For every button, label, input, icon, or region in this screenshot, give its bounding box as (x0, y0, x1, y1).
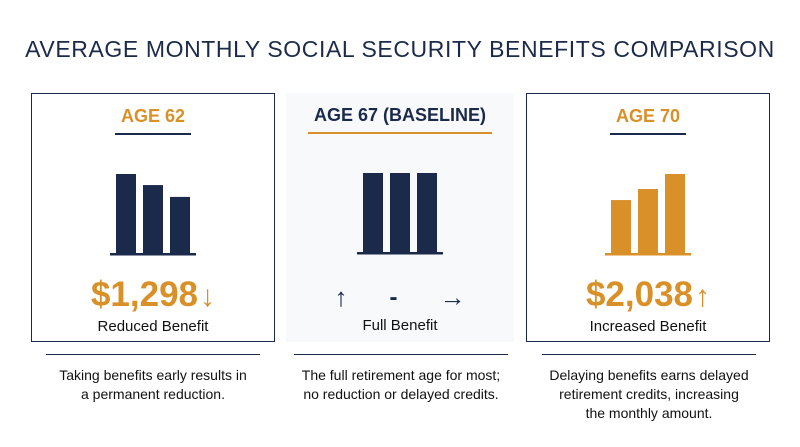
bar-2 (143, 185, 163, 253)
bar-1 (116, 174, 136, 253)
bar-group-age-70 (603, 174, 693, 264)
description-age-70: Delaying benefits earns delayed retireme… (540, 366, 758, 423)
description-line: the monthly amount. (585, 405, 713, 421)
arrow-down-icon: ↓ (200, 280, 216, 313)
bars-svg (110, 174, 196, 256)
bar-3 (417, 173, 437, 252)
page-title: AVERAGE MONTHLY SOCIAL SECURITY BENEFITS… (25, 36, 775, 62)
bar-3 (665, 174, 685, 253)
bar-group-age-62 (108, 174, 198, 264)
description-line: no reduction or delayed credits. (303, 386, 499, 402)
description-line: The full retirement age for most; (301, 367, 501, 383)
bar-2 (390, 173, 410, 252)
bar-baseline (110, 253, 196, 256)
panel-heading: AGE 67 (BASELINE) (307, 105, 493, 134)
benefit-amount: $2,038↑ (527, 275, 769, 315)
divider (542, 354, 756, 355)
description-line: a permanent reduction. (81, 386, 225, 402)
bar-3 (170, 196, 190, 253)
benefit-amount: $1,298↓ (32, 275, 274, 315)
bar-1 (611, 200, 631, 253)
benefit-label: Reduced Benefit (97, 318, 209, 335)
description-line: Delaying benefits earns delayed (549, 367, 749, 383)
arrow-right-icon: → (439, 282, 466, 312)
arrow-up-icon: ↑ (695, 280, 711, 313)
bars-svg (357, 173, 443, 255)
description-age-67: The full retirement age for most; no red… (290, 366, 512, 404)
panel-heading: AGE 70 (609, 106, 687, 135)
description-line: retirement credits, increasing (559, 386, 739, 402)
arrow-up-icon: ↑ (334, 282, 348, 312)
panel-age-67: AGE 67 (BASELINE) ↑ - → Full Benefit (286, 93, 514, 342)
benefit-label: Increased Benefit (589, 318, 707, 335)
panel-age-70: AGE 70 $2,038↑ Increased Benefit (526, 93, 770, 342)
neutral-arrows: ↑ - → (286, 282, 514, 313)
panel-age-62: AGE 62 $1,298↓ Reduced Benefit (31, 93, 275, 342)
bar-2 (638, 189, 658, 253)
bar-group-age-67 (355, 173, 445, 263)
benefit-label: Full Benefit (362, 317, 438, 334)
bar-1 (363, 173, 383, 252)
dash-icon: - (389, 283, 398, 311)
bars-svg (605, 174, 691, 256)
amount-value: $2,038 (585, 275, 694, 314)
divider (294, 354, 508, 355)
bar-baseline (357, 252, 443, 255)
bar-baseline (605, 253, 691, 256)
description-age-62: Taking benefits early results in a perma… (46, 366, 260, 404)
description-line: Taking benefits early results in (59, 367, 247, 383)
amount-value: $1,298 (90, 275, 199, 314)
panel-heading: AGE 62 (114, 106, 192, 135)
divider (46, 354, 260, 355)
